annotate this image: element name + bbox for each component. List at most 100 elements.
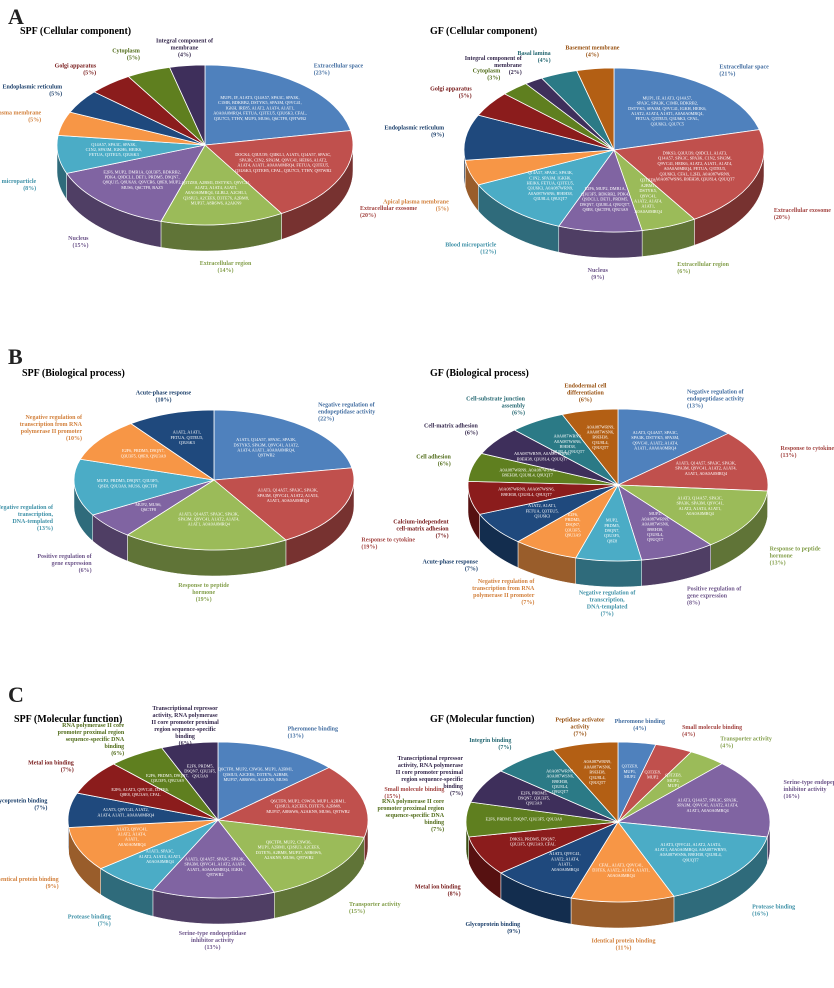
slice-percent: (5%) [49, 91, 62, 98]
slice-percent: (6%) [579, 397, 592, 404]
slice-label: Calcium-independent cell-matrix adhesion(… [393, 520, 449, 540]
slice-label: Identical protein binding (11%) [592, 939, 656, 952]
slice-percent: (7%) [498, 744, 511, 751]
slice-percent: (12%) [480, 249, 496, 256]
panel-letter-a: A [8, 4, 24, 29]
slice-response-to-cytokine [213, 467, 355, 541]
slice-gene-list: A0A087WRN9, A0A087WSN6, B9EH38, Q3U8L4, Q9UQ… [546, 768, 574, 794]
slice-label: Response to cytokine (19%) [361, 537, 415, 550]
slice-label: Integrin binding (7%) [469, 738, 511, 751]
slice-gene-list: A1AT3, Q9VC41, A1AT2, A1AT4, A1AT1, A0A0A0M… [116, 826, 147, 847]
slice-extracellular-region [160, 144, 283, 226]
slice-gene-list: Q14A57, SPA3C, SPA3K, C1N2, SPA3M, IGKH6,… [86, 142, 143, 158]
slice-glycoprotein-binding [500, 821, 620, 899]
slice-gene-list: E2F6, MUP2, DMB1A, Q3U3F5, BDKRB2, PDK4, Q… [580, 186, 630, 213]
slice-label: Negative regulation of transcription, DNA-… [579, 590, 637, 617]
slice-label: Positive regulation of gene expression (6%… [37, 554, 92, 574]
slice-percent: (10%) [156, 397, 172, 404]
slice-percent: (21%) [719, 71, 735, 78]
slice-peptidase-activator-activity [552, 741, 619, 824]
slice-percent: (4%) [720, 743, 733, 750]
slice-gene-list: A0A087WRN9, A0A087WSN6, B9EH38, Q3U8L4, Q9U… [551, 434, 586, 456]
chart-title: SPF (Biological process) [22, 368, 125, 379]
pie-chart-2: GF (Cellular component) MUP1, IF, A1AT3, … [383, 26, 831, 281]
slice-label: Negative regulation of endopeptidase acti… [687, 390, 745, 410]
slice-label: Metal ion binding (8%) [415, 885, 461, 898]
slice-gene-list: A0A087WRN9, A0A087WSN6, B9EH38, Q3U8L4, Q… [498, 487, 554, 498]
slice-nucleus [558, 149, 643, 233]
slice-nucleus [65, 144, 206, 222]
slice-percent: (15%) [73, 242, 89, 249]
slice-gene-list: E2F6, PRDM5, D9QN7, Q3U3F5, Q9U3A9 [565, 512, 581, 538]
slice-extracellular-exosome [613, 129, 765, 220]
slice-identical-protein-binding [570, 821, 675, 903]
slice-percent: (19%) [361, 543, 377, 550]
pie-chart-5: SPF (Molecular function) Q6CTF8, MUP2, C9… [0, 706, 444, 951]
slice-percent: (20%) [774, 214, 790, 221]
slice-percent: (7%) [450, 790, 463, 797]
slice-percent: (20%) [360, 212, 376, 219]
slice-gene-list: Q3TZE8, MUP2, MUP1 [665, 773, 681, 788]
slice-gene-list: A1AT3, Q9VC41, A1AT2, A1AT4, A1AT1, A0A0A0M… [549, 851, 580, 872]
slice-label: Nucleus (9%) [588, 268, 609, 281]
chart-title: SPF (Molecular function) [14, 714, 122, 725]
slice-label: Response to peptide hormone (19%) [178, 583, 229, 603]
slice-label: Extracellular exosome (20%) [360, 206, 417, 219]
slice-label: Transcriptional repressor activity, RNA p… [151, 706, 219, 747]
slice-percent: (6%) [79, 567, 92, 574]
slice-gene-list: MUP2, A0A087WRN9, A0A087WSN6, B9EH38, Q3U8L4… [641, 511, 669, 542]
slice-percent: (7%) [98, 920, 111, 927]
slice-label: Pheromone binding (4%) [615, 719, 665, 732]
slice-gene-list: A1AT3, SPA3C, A1AT2, A1AT4, A1AT1, A0A0A0M… [139, 849, 182, 864]
slice-transcriptional-repressor-activity-rna-polymerase-ii-core-promoter-proximal-region-sequence-specific-binding [161, 741, 219, 822]
slice-label: Extracellular region (6%) [677, 262, 729, 275]
slice-percent: (13%) [687, 403, 703, 410]
slice-percent: (4%) [178, 52, 191, 59]
slice-transporter-activity [217, 819, 365, 893]
slice-percent: (6%) [677, 268, 690, 275]
slice-gene-list: Q14A57, SPA3C, SPA3K, C1N2, SPA3M, IGKH6,… [527, 170, 574, 202]
slice-label: Cell-substrate junction assembly (6%) [466, 396, 525, 416]
slice-gene-list: A1AT3, Q14A57, SPA3C, SPA3K, DSTYK5, SPA3… [234, 437, 299, 458]
slice-label: Apical plasma membrane(5%) [0, 110, 42, 123]
slice-gene-list: A0A087WRN9, A0A087WSN6, B9EH38, Q3U8L4, Q… [499, 467, 555, 478]
slice-percent: (23%) [314, 69, 330, 76]
slice-gene-list: A0A087WRN9, A0A087WSN6, B9EH38, Q3U8L4, Q9UQ… [583, 759, 611, 785]
slice-label: Transporter activity (15%) [349, 902, 401, 915]
slice-gene-list: A1AT3, Q14A57, SPA3C, SPA3K, SPA3M, Q9VC4… [178, 511, 239, 527]
slice-integral-component-of-membrane [168, 64, 206, 146]
slice-blood-microparticle [477, 149, 615, 227]
slice-label: Transcriptional repressor activity, RNA p… [396, 756, 464, 797]
slice-acute-phase-response [130, 409, 215, 481]
slice-gene-list: DOCK4, Q3UU39, Q3IKL1, A1AT3, Q14A57, SP… [235, 152, 331, 174]
slice-percent: (7%) [465, 566, 478, 573]
slice-serine-type-endopeptidase-inhibitor-activity [152, 819, 275, 899]
slice-extracellular-exosome [204, 130, 354, 214]
slice-gene-list: MUP1, IF, A1AT3, Q14A57, SPA3C, SPA3K, C1… [213, 95, 306, 122]
slice-label: Acute-phase response (10%) [136, 391, 192, 404]
slice-label: Protease binding (7%) [68, 914, 111, 927]
slice-label: Integral component of membrane (2%) [465, 56, 523, 76]
slice-gene-list: A1AT3, Q14A57, SPA3C, SPA3K, DSTYK5, SPA3… [631, 430, 679, 452]
slice-gene-list: E2F6, MUP2, DMB1A, Q3U3F5, BDKRB2, PDK4, … [103, 169, 182, 191]
slice-gene-list: A1AT3, Q14A57, SPA3C, SPA3K, SPA3M, Q9VC4… [675, 460, 736, 476]
slice-gene-list: A1AT3, Q14A57, SPA3C, SPA3K, SPA3M, Q9VC4… [257, 488, 318, 504]
slice-percent: (11%) [616, 945, 632, 952]
slice-endodermal-cell-differentiation [561, 408, 619, 487]
slice-label: Peptidase activator activity (7%) [555, 717, 604, 737]
slice-gene-list: A1AT3, Q9VC41, A1AT2, A1AT4, A1AT1, A0A0A… [654, 842, 726, 863]
slice-label: Identical protein binding (9%) [0, 877, 59, 890]
slice-label: Cytoplasm (3%) [473, 69, 501, 82]
slice-label: Endoplasmic reticulum (5%) [2, 85, 62, 98]
slice-label: Integral component of membrane (4%) [156, 39, 214, 59]
slice-percent: (4%) [682, 731, 695, 738]
slice-percent: (5%) [83, 69, 96, 76]
chart-title: GF (Molecular function) [430, 714, 534, 725]
slice-response-to-peptide-hormone [126, 479, 287, 551]
slice-percent: (13%) [770, 560, 786, 567]
slice-label: Cell-matrix adhesion (6%) [424, 423, 478, 436]
slice-percent: (9%) [591, 274, 604, 281]
slice-extracellular-space [204, 64, 352, 146]
slice-label: Blood microparticle(8%) [0, 179, 37, 192]
